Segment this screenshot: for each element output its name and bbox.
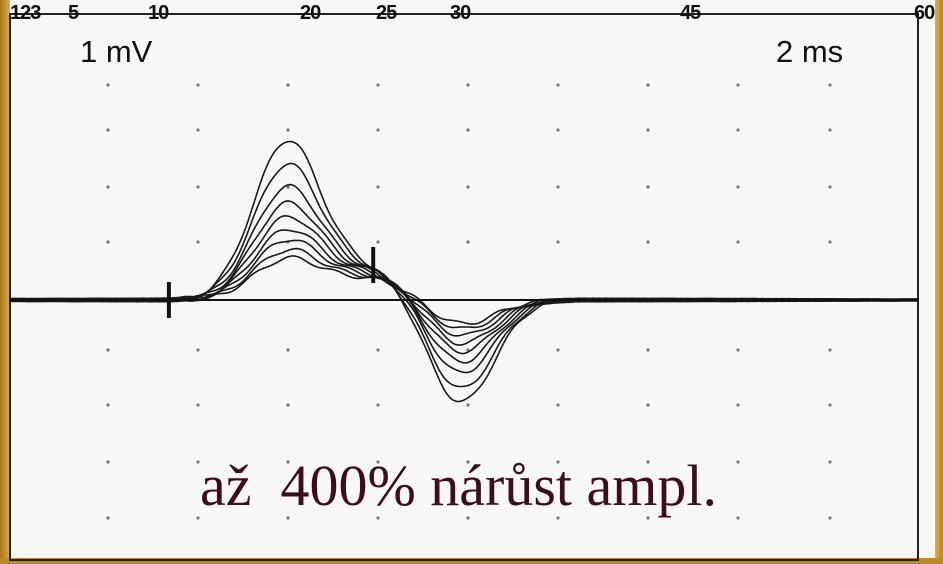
grid-dot-61 [736,403,740,407]
grid-dot-55 [646,516,650,520]
trace-group [9,140,919,403]
grid-dot-50 [646,185,650,189]
grid-dot-9 [196,128,200,132]
grid-dot-3 [106,240,110,244]
ruler-label-10: 10 [148,2,169,24]
grid-dot-67 [828,240,832,244]
grid-dot-35 [466,240,470,244]
grid-dot-16 [286,83,290,87]
grid-dot-31 [376,516,380,520]
grid-dot-11 [196,240,200,244]
grid-dot-37 [466,403,470,407]
grid-dot-40 [556,83,560,87]
grid-dot-1 [106,128,110,132]
frame-right-border [935,0,943,564]
grid-dot-69 [828,403,832,407]
grid-dot-71 [828,516,832,520]
grid-dot-51 [646,240,650,244]
grid-dot-20 [286,348,290,352]
grid-dot-33 [466,128,470,132]
grid-dot-30 [376,460,380,464]
grid-dot-5 [106,403,110,407]
grid-dot-13 [196,403,200,407]
grid-dot-44 [556,348,560,352]
amplitude-increase-caption: až 400% nárůst ampl. [200,453,718,518]
grid-dot-42 [556,185,560,189]
grid-dot-4 [106,348,110,352]
ruler-label-123: 123 [10,2,41,24]
grid-dot-21 [286,403,290,407]
grid-dot-41 [556,128,560,132]
grid-dot-15 [196,516,200,520]
grid-dot-60 [736,348,740,352]
trace-line-5 [9,214,919,355]
grid-dot-34 [466,185,470,189]
grid-dot-63 [736,516,740,520]
frame-left-border [0,0,10,564]
grid-dot-29 [376,403,380,407]
grid-dot-53 [646,403,650,407]
grid-dot-56 [736,83,740,87]
grid-dot-43 [556,240,560,244]
grid-dot-7 [106,516,110,520]
grid-dot-39 [466,516,470,520]
ruler-label-5: 5 [68,2,79,24]
grid-dot-68 [828,348,832,352]
grid-dot-54 [646,460,650,464]
grid-dot-2 [106,185,110,189]
ruler-label-30: 30 [450,2,471,24]
plot-border [9,13,919,561]
grid-dot-27 [376,240,380,244]
grid-dot-26 [376,185,380,189]
trace-line-8 [9,247,919,329]
grid-dot-47 [556,516,560,520]
grid-dot-70 [828,460,832,464]
grid-dot-25 [376,128,380,132]
grid-dot-10 [196,185,200,189]
grid-dot-14 [196,460,200,464]
grid-dot-45 [556,403,560,407]
grid-dot-48 [646,83,650,87]
dotted-grid [106,83,832,520]
trace-line-4 [9,200,918,364]
trace-line-6 [9,229,919,346]
grid-dot-65 [828,128,832,132]
grid-dot-66 [828,185,832,189]
grid-dot-46 [556,460,560,464]
grid-dot-12 [196,348,200,352]
grid-dot-22 [286,460,290,464]
trace-line-9 [9,255,919,325]
ruler-label-20: 20 [300,2,321,24]
plot-background [10,0,935,558]
marker-group [166,247,376,318]
grid-dot-18 [286,185,290,189]
grid-dot-58 [736,185,740,189]
ruler-label-60: 60 [914,2,935,24]
amplitude-scale-label: 1 mV [80,34,153,69]
grid-dot-0 [106,83,110,87]
grid-dot-32 [466,83,470,87]
grid-dot-8 [196,83,200,87]
grid-dot-57 [736,128,740,132]
grid-dot-52 [646,348,650,352]
grid-dot-28 [376,348,380,352]
grid-dot-64 [828,83,832,87]
grid-dot-49 [646,128,650,132]
grid-dot-38 [466,460,470,464]
grid-dot-6 [106,460,110,464]
grid-dot-17 [286,128,290,132]
grid-dot-62 [736,460,740,464]
ruler-label-25: 25 [376,2,397,24]
ruler-label-45: 45 [680,2,701,24]
grid-dot-23 [286,516,290,520]
time-scale-label: 2 ms [776,34,844,69]
trace-line-7 [9,239,918,337]
grid-dot-24 [376,83,380,87]
grid-dot-59 [736,240,740,244]
